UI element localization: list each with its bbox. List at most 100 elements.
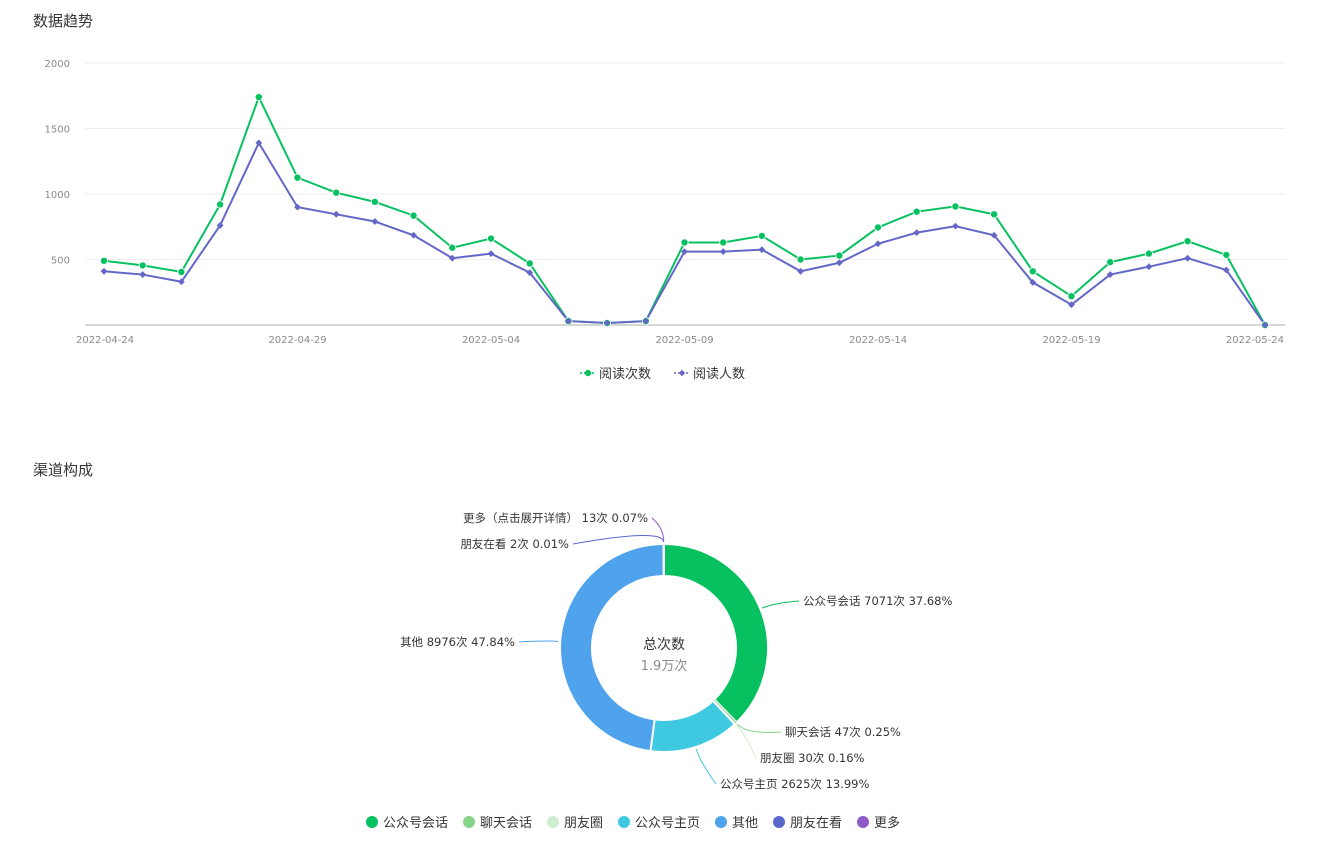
pie-legend-item[interactable]: 公众号会话 <box>366 816 448 831</box>
y-tick-label: 500 <box>51 256 70 267</box>
data-point[interactable] <box>1029 279 1037 286</box>
x-tick-label: 2022-04-29 <box>268 335 326 346</box>
data-point[interactable] <box>254 93 263 102</box>
data-point[interactable] <box>1145 263 1153 271</box>
data-point[interactable] <box>332 210 340 218</box>
data-point[interactable] <box>1106 258 1115 267</box>
data-point[interactable] <box>526 269 534 276</box>
data-point[interactable] <box>757 231 766 240</box>
data-point[interactable] <box>951 202 960 211</box>
data-point[interactable] <box>410 231 417 239</box>
data-point[interactable] <box>990 210 999 219</box>
pie-legend-label: 朋友在看 <box>790 815 842 831</box>
data-point[interactable] <box>1106 271 1114 278</box>
pie-slice-label: 朋友圈 30次 0.16% <box>760 751 865 765</box>
data-point[interactable] <box>797 267 804 275</box>
x-tick-label: 2022-04-24 <box>76 335 134 346</box>
pie-slice-label: 更多（点击展开详情） 13次 0.07% <box>463 511 648 525</box>
pie-leader-line <box>572 534 665 545</box>
x-tick-label: 2022-05-19 <box>1042 335 1100 346</box>
pie-slice-label: 公众号会话 7071次 37.68% <box>803 594 952 608</box>
data-point[interactable] <box>293 173 302 182</box>
data-point[interactable] <box>100 267 108 275</box>
pie-leader-line <box>651 517 665 543</box>
pie-slice[interactable] <box>559 542 665 753</box>
data-point[interactable] <box>525 259 534 268</box>
x-tick-label: 2022-05-14 <box>849 335 907 346</box>
pie-legend-marker <box>715 816 727 828</box>
data-point[interactable] <box>681 248 688 256</box>
data-point[interactable] <box>1028 267 1037 276</box>
data-point[interactable] <box>178 278 185 286</box>
pie-slice[interactable] <box>663 542 769 724</box>
data-point[interactable] <box>255 139 263 147</box>
pie-legend-item[interactable]: 朋友圈 <box>547 815 603 831</box>
data-point[interactable] <box>1222 266 1230 274</box>
legend-label: 阅读人数 <box>693 367 745 382</box>
data-point[interactable] <box>139 271 147 278</box>
pie-leader-line <box>736 724 757 759</box>
pie-slice-label: 朋友在看 2次 0.01% <box>460 537 569 551</box>
data-point[interactable] <box>603 319 611 327</box>
pie-legend-item[interactable]: 朋友在看 <box>773 815 842 831</box>
trend-section-title: 数据趋势 <box>33 12 94 30</box>
trend-line-chart: 2000 1500 1000 500 2022-04-24 2022-04-29 2022-… <box>45 59 1285 382</box>
data-point[interactable] <box>1184 254 1191 262</box>
pie-legend-label: 公众号会话 <box>383 816 448 831</box>
data-point[interactable] <box>448 243 457 252</box>
data-point[interactable] <box>1183 237 1192 246</box>
pie-slice-label: 公众号主页 2625次 13.99% <box>720 777 869 791</box>
data-point[interactable] <box>371 218 379 225</box>
pie-legend-item[interactable]: 公众号主页 <box>618 816 700 831</box>
data-point[interactable] <box>719 248 727 256</box>
data-point[interactable] <box>874 240 882 248</box>
pie-slice-label: 聊天会话 47次 0.25% <box>785 725 901 739</box>
data-point[interactable] <box>874 223 883 232</box>
pie-legend-item[interactable]: 其他 <box>715 816 758 831</box>
data-point[interactable] <box>912 207 921 216</box>
data-point[interactable] <box>448 254 456 262</box>
data-point[interactable] <box>487 250 495 258</box>
pie-leader-line <box>761 600 800 609</box>
data-point[interactable] <box>952 222 959 230</box>
pie-legend-item[interactable]: 更多 <box>857 815 900 831</box>
data-point[interactable] <box>913 229 921 237</box>
data-point[interactable] <box>216 222 224 229</box>
data-point[interactable] <box>680 238 689 247</box>
data-point[interactable] <box>835 251 844 260</box>
data-point[interactable] <box>1222 250 1231 259</box>
data-point[interactable] <box>719 238 728 247</box>
data-point[interactable] <box>1261 321 1269 329</box>
pie-legend-label: 朋友圈 <box>564 815 603 831</box>
data-point[interactable] <box>758 246 766 254</box>
data-point[interactable] <box>294 203 301 211</box>
data-point[interactable] <box>216 200 225 209</box>
pie-legend-marker <box>618 816 630 828</box>
y-tick-label: 2000 <box>45 59 70 70</box>
data-point[interactable] <box>990 231 998 239</box>
legend-item-2[interactable]: 阅读人数 <box>674 367 745 382</box>
data-point[interactable] <box>1067 292 1076 301</box>
data-point[interactable] <box>642 317 650 325</box>
donut-center-title: 总次数 <box>643 637 685 653</box>
data-point[interactable] <box>332 188 341 197</box>
data-point[interactable] <box>565 317 572 325</box>
data-point[interactable] <box>409 211 418 220</box>
pie-slice-label: 其他 8976次 47.84% <box>400 635 515 649</box>
data-point[interactable] <box>486 234 495 243</box>
pie-legend-marker <box>366 816 378 828</box>
data-point[interactable] <box>100 256 109 265</box>
data-point[interactable] <box>177 267 186 276</box>
data-point[interactable] <box>835 259 843 267</box>
data-point[interactable] <box>1068 301 1075 309</box>
pie-legend-marker <box>857 816 869 828</box>
data-point[interactable] <box>138 261 147 270</box>
data-point[interactable] <box>796 255 805 264</box>
legend-item-1[interactable]: 阅读次数 <box>580 366 651 382</box>
pie-legend-item[interactable]: 聊天会话 <box>463 816 532 831</box>
data-point[interactable] <box>1144 249 1153 258</box>
data-point[interactable] <box>370 197 379 206</box>
y-tick-label: 1500 <box>45 125 70 136</box>
channel-section-title: 渠道构成 <box>33 461 94 479</box>
